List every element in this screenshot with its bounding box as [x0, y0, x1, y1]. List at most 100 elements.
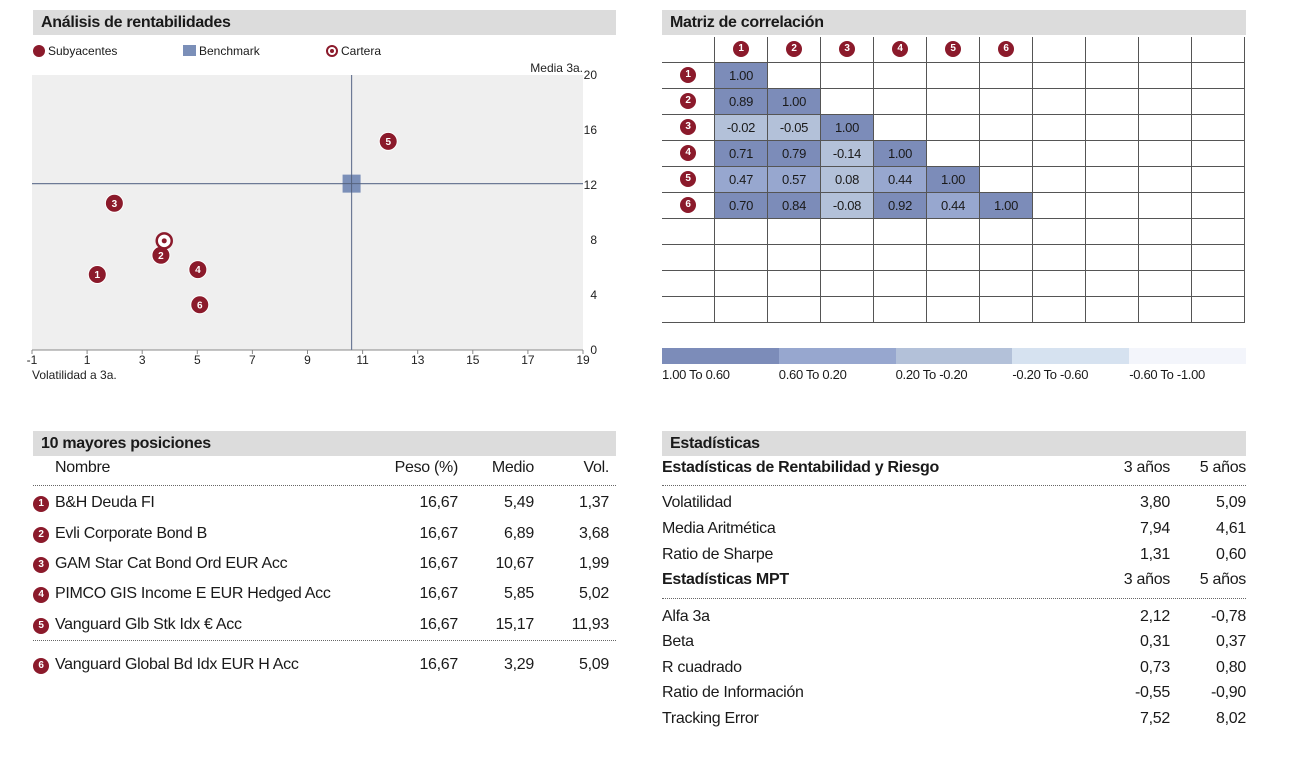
matrix-cell	[1033, 141, 1086, 167]
matrix-cell	[1086, 167, 1139, 193]
x-tick-label: -1	[27, 353, 38, 367]
stat-5y-value: -0,90	[1211, 684, 1246, 701]
risk-col-5y: 5 años	[1199, 459, 1247, 476]
matrix-cell	[1139, 141, 1192, 167]
position-weight: 16,67	[419, 494, 458, 511]
matrix-cell	[1033, 63, 1086, 89]
scale-swatch	[778, 348, 896, 364]
matrix-cell: 1.00	[768, 89, 821, 115]
matrix-cell: 0.08	[821, 167, 874, 193]
matrix-cell	[715, 219, 768, 245]
stat-label: Alfa 3a	[662, 608, 710, 625]
header-divider	[33, 485, 616, 486]
col-name-header: Nombre	[55, 459, 111, 476]
matrix-col-header	[1033, 37, 1086, 63]
number-badge-icon: 3	[680, 119, 696, 135]
col-weight-header: Peso (%)	[394, 459, 459, 476]
position-vol: 1,99	[579, 555, 609, 572]
number-badge-icon: 5	[33, 618, 49, 634]
analysis-section-title: Análisis de rentabilidades	[33, 10, 616, 35]
matrix-cell	[927, 115, 980, 141]
matrix-cell	[1033, 193, 1086, 219]
data-point-6	[190, 295, 210, 315]
data-point-label: 6	[197, 300, 203, 311]
matrix-cell	[821, 271, 874, 297]
number-badge-icon: 6	[998, 41, 1014, 57]
x-tick-label: 19	[576, 353, 590, 367]
data-point-1	[87, 265, 107, 285]
stats-section-title: Estadísticas	[662, 431, 1246, 456]
portfolio-marker-center	[161, 238, 167, 244]
matrix-cell: 0.79	[768, 141, 821, 167]
matrix-cell	[1086, 271, 1139, 297]
matrix-cell	[1192, 297, 1245, 323]
data-point-3	[104, 193, 124, 213]
stat-row: Volatilidad 3,80 5,09	[662, 494, 1246, 518]
stat-5y-value: 0,60	[1216, 546, 1246, 563]
matrix-cell	[768, 271, 821, 297]
matrix-cell	[1086, 193, 1139, 219]
matrix-cell: 0.84	[768, 193, 821, 219]
position-mean: 6,89	[504, 525, 534, 542]
matrix-cell	[1139, 115, 1192, 141]
number-badge-icon: 3	[839, 41, 855, 57]
row-divider	[33, 640, 616, 641]
matrix-col-header	[1086, 37, 1139, 63]
stat-label: Volatilidad	[662, 494, 732, 511]
position-mean: 3,29	[504, 656, 534, 673]
x-tick-label: 1	[84, 353, 91, 367]
matrix-cell	[1033, 245, 1086, 271]
x-tick-label: 11	[356, 353, 369, 367]
scale-swatch	[1012, 348, 1130, 364]
stat-3y-value: 3,80	[1140, 494, 1170, 511]
matrix-col-header	[1192, 37, 1245, 63]
matrix-cell	[1192, 89, 1245, 115]
position-vol: 11,93	[571, 616, 610, 633]
stat-row: Tracking Error 7,52 8,02	[662, 710, 1246, 734]
matrix-cell	[1139, 89, 1192, 115]
matrix-cell: 0.47	[715, 167, 768, 193]
matrix-cell	[821, 245, 874, 271]
y-tick-label: 16	[584, 123, 598, 137]
number-badge-icon: 1	[733, 41, 749, 57]
matrix-row-header: 4	[662, 141, 715, 167]
mpt-heading: Estadísticas MPT	[662, 571, 789, 588]
y-tick-label: 12	[584, 178, 598, 192]
matrix-cell	[1086, 141, 1139, 167]
y-tick-label: 8	[590, 233, 597, 247]
stat-5y-value: -0,78	[1211, 608, 1246, 625]
matrix-row-header: 5	[662, 167, 715, 193]
matrix-cell	[768, 297, 821, 323]
number-badge-icon: 2	[786, 41, 802, 57]
scale-swatch	[662, 348, 779, 364]
matrix-col-header: 3	[821, 37, 874, 63]
matrix-cell: 0.89	[715, 89, 768, 115]
matrix-cell	[1139, 167, 1192, 193]
stat-row: Alfa 3a 2,12 -0,78	[662, 608, 1246, 632]
stat-3y-value: 1,31	[1140, 546, 1170, 563]
matrix-cell: 0.44	[874, 167, 927, 193]
matrix-col-header: 1	[715, 37, 768, 63]
number-badge-icon: 2	[33, 527, 49, 543]
position-vol: 5,02	[579, 585, 609, 602]
stat-3y-value: 7,52	[1140, 710, 1170, 727]
matrix-cell	[1139, 219, 1192, 245]
matrix-cell	[927, 219, 980, 245]
matrix-cell	[1033, 89, 1086, 115]
matrix-cell	[874, 271, 927, 297]
matrix-cell	[927, 89, 980, 115]
x-tick-label: 15	[466, 353, 480, 367]
matrix-row-header: 1	[662, 63, 715, 89]
matrix-cell	[821, 63, 874, 89]
matrix-cell	[1192, 141, 1245, 167]
data-point-label: 4	[195, 265, 201, 276]
matrix-cell	[927, 271, 980, 297]
stat-label: Media Aritmética	[662, 520, 776, 537]
data-point-label: 1	[95, 270, 101, 281]
matrix-cell	[1139, 193, 1192, 219]
matrix-cell	[1033, 115, 1086, 141]
stat-5y-value: 5,09	[1216, 494, 1246, 511]
mpt-col-3y: 3 años	[1123, 571, 1171, 588]
stat-label: Ratio de Sharpe	[662, 546, 774, 563]
